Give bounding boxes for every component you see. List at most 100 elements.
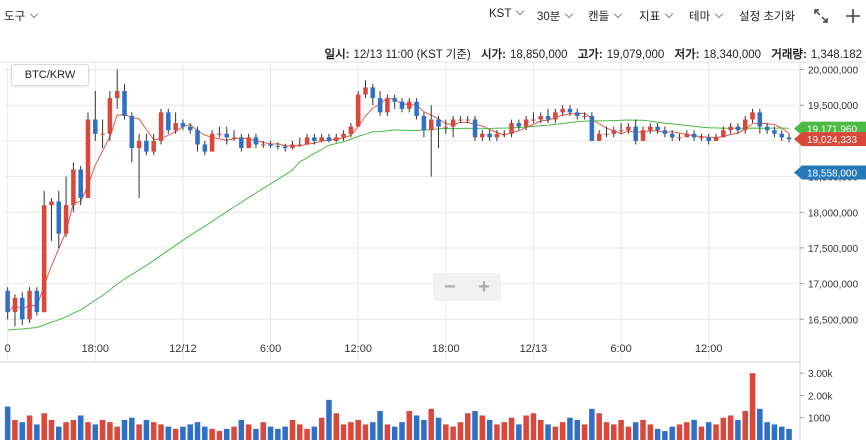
volume-bar bbox=[340, 424, 347, 440]
candle-body bbox=[487, 133, 492, 138]
candle-body bbox=[436, 119, 441, 127]
vol-tick-label: 2.00k bbox=[808, 391, 833, 402]
candle-body bbox=[465, 119, 470, 121]
volume-bar bbox=[158, 424, 164, 440]
indicators-menu[interactable]: 지표 bbox=[639, 8, 674, 24]
x-tick-label: 6:00 bbox=[610, 343, 631, 355]
candle-body bbox=[655, 126, 660, 131]
candle-body bbox=[187, 126, 193, 131]
candle-body bbox=[246, 137, 251, 149]
candle-body bbox=[575, 112, 580, 116]
volume-bar bbox=[413, 415, 420, 440]
candle-body bbox=[341, 133, 346, 138]
candle-body bbox=[93, 119, 98, 134]
candle-body bbox=[392, 98, 397, 102]
fullscreen-icon[interactable] bbox=[813, 8, 829, 24]
vol-tick-label: 3.00k bbox=[808, 369, 833, 380]
volume-bar bbox=[348, 422, 354, 440]
volume-bar bbox=[669, 426, 675, 440]
candle-body bbox=[348, 126, 354, 134]
volume-bar bbox=[684, 422, 690, 440]
volume-bar bbox=[676, 424, 683, 440]
volume-bar bbox=[245, 424, 252, 440]
volume-bar bbox=[647, 424, 654, 440]
open-label: 시가: bbox=[480, 49, 506, 61]
settings-reset-button[interactable]: 설정 초기화 bbox=[739, 8, 795, 24]
volume-bar bbox=[180, 426, 186, 440]
volume-bar bbox=[537, 419, 544, 440]
theme-menu[interactable]: 테마 bbox=[689, 8, 724, 24]
candle-body bbox=[750, 112, 755, 120]
volume-bar bbox=[443, 424, 449, 440]
candle-body bbox=[648, 126, 653, 131]
volume-bar bbox=[223, 428, 230, 440]
candle-body bbox=[129, 115, 135, 149]
candle-body bbox=[282, 146, 288, 149]
candle-body bbox=[604, 133, 609, 135]
volume-bar bbox=[41, 413, 47, 440]
candle-body bbox=[494, 133, 500, 138]
candle-body bbox=[684, 133, 690, 138]
theme-label: 테마 bbox=[689, 11, 711, 23]
volume-bar bbox=[311, 426, 318, 440]
candle-body bbox=[662, 130, 668, 134]
volume-bar bbox=[326, 399, 332, 440]
volume-bar bbox=[282, 426, 288, 440]
candle-body bbox=[677, 137, 682, 139]
x-tick-label: 6:00 bbox=[260, 343, 281, 355]
zoom-out-button[interactable]: − bbox=[444, 276, 456, 298]
symbol-label[interactable]: BTC/KRW bbox=[11, 64, 89, 86]
candle-body bbox=[538, 115, 544, 120]
interval-select[interactable]: 30분 bbox=[537, 8, 574, 24]
candle-body bbox=[589, 115, 595, 141]
candle-body bbox=[450, 119, 456, 127]
candle-body bbox=[12, 297, 18, 313]
tools-menu[interactable]: 도구 bbox=[4, 8, 39, 24]
settings-reset-label: 설정 초기화 bbox=[739, 11, 796, 23]
chevron-down-icon bbox=[565, 9, 574, 19]
candle-body bbox=[334, 137, 339, 141]
volume-bar bbox=[384, 424, 391, 440]
candle-body bbox=[19, 297, 25, 320]
volume-bar bbox=[508, 417, 515, 440]
candle-body bbox=[224, 133, 229, 138]
zoom-in-button[interactable]: + bbox=[478, 276, 490, 298]
volume-bar bbox=[399, 422, 405, 440]
candle-body bbox=[618, 130, 624, 132]
low-value: 18,340,000 bbox=[703, 49, 762, 61]
volume-bar bbox=[764, 422, 770, 440]
crosshair-icon[interactable] bbox=[845, 8, 861, 24]
chart-type-select[interactable]: 캔들 bbox=[588, 8, 623, 24]
volume-bar bbox=[165, 426, 172, 440]
volume-bar bbox=[450, 426, 456, 440]
volume-bar bbox=[530, 413, 537, 440]
candle-body bbox=[85, 119, 91, 198]
volume-bar bbox=[150, 422, 157, 440]
volume-bar bbox=[545, 424, 551, 440]
y-tick-label: 20,000,000 bbox=[808, 66, 858, 77]
volume-bar bbox=[121, 419, 128, 440]
x-tick-label: 12/13 bbox=[520, 343, 548, 355]
candle-body bbox=[166, 112, 171, 131]
volume-bar bbox=[85, 422, 91, 440]
candle-body bbox=[764, 126, 770, 131]
volume-label: 거래량: bbox=[771, 49, 807, 61]
volume-bar bbox=[70, 419, 77, 440]
candle-body bbox=[772, 130, 777, 134]
volume-bar bbox=[136, 424, 142, 440]
volume-bar bbox=[428, 408, 434, 440]
volume-bar bbox=[209, 428, 215, 440]
volume-bar bbox=[662, 431, 668, 440]
volume-bar bbox=[786, 428, 792, 440]
candle-body bbox=[304, 137, 310, 145]
volume-bar bbox=[559, 422, 566, 440]
volume-bar bbox=[705, 422, 712, 440]
volume-bar bbox=[501, 422, 508, 440]
volume-bar bbox=[391, 426, 398, 440]
candle-body bbox=[472, 119, 478, 138]
timezone-select[interactable]: KST bbox=[489, 6, 525, 20]
volume-bar bbox=[611, 424, 617, 440]
price-tag-shape bbox=[794, 132, 866, 147]
candle-body bbox=[516, 123, 522, 127]
